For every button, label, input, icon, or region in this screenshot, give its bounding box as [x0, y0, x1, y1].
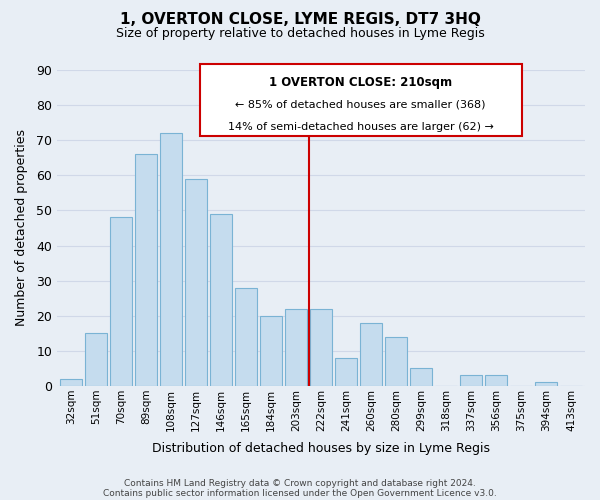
Bar — [85, 334, 107, 386]
Bar — [235, 288, 257, 386]
Text: Contains HM Land Registry data © Crown copyright and database right 2024.: Contains HM Land Registry data © Crown c… — [124, 478, 476, 488]
Bar — [360, 323, 382, 386]
Bar — [485, 376, 508, 386]
Bar — [410, 368, 433, 386]
Text: Contains public sector information licensed under the Open Government Licence v3: Contains public sector information licen… — [103, 488, 497, 498]
Bar — [110, 218, 132, 386]
Bar — [185, 179, 207, 386]
Bar — [210, 214, 232, 386]
Y-axis label: Number of detached properties: Number of detached properties — [15, 130, 28, 326]
Bar — [135, 154, 157, 386]
Bar — [260, 316, 283, 386]
Bar — [160, 133, 182, 386]
Bar — [59, 379, 82, 386]
Text: Size of property relative to detached houses in Lyme Regis: Size of property relative to detached ho… — [116, 28, 484, 40]
FancyBboxPatch shape — [200, 64, 521, 136]
Bar — [285, 308, 307, 386]
Bar — [310, 308, 332, 386]
Bar — [535, 382, 557, 386]
Text: 1 OVERTON CLOSE: 210sqm: 1 OVERTON CLOSE: 210sqm — [269, 76, 452, 89]
Bar — [385, 337, 407, 386]
Text: 14% of semi-detached houses are larger (62) →: 14% of semi-detached houses are larger (… — [228, 122, 494, 132]
Text: 1, OVERTON CLOSE, LYME REGIS, DT7 3HQ: 1, OVERTON CLOSE, LYME REGIS, DT7 3HQ — [119, 12, 481, 28]
Bar — [335, 358, 358, 386]
X-axis label: Distribution of detached houses by size in Lyme Regis: Distribution of detached houses by size … — [152, 442, 490, 455]
Text: ← 85% of detached houses are smaller (368): ← 85% of detached houses are smaller (36… — [235, 100, 486, 110]
Bar — [460, 376, 482, 386]
